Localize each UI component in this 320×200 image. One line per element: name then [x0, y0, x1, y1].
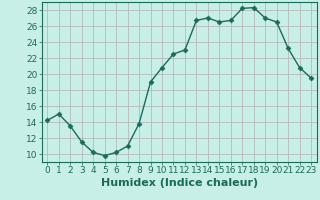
X-axis label: Humidex (Indice chaleur): Humidex (Indice chaleur)	[100, 178, 258, 188]
